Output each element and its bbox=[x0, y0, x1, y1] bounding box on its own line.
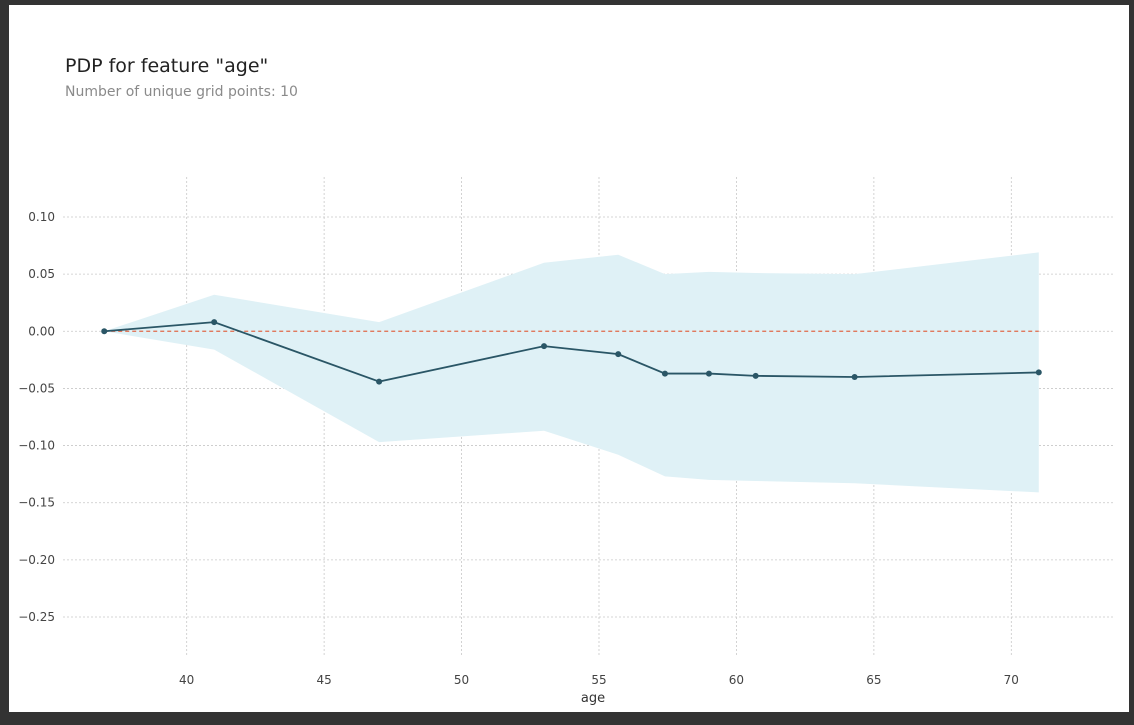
y-tick-label: −0.25 bbox=[18, 610, 55, 624]
x-axis-label: age bbox=[581, 691, 605, 706]
pdp-point bbox=[1035, 369, 1042, 376]
pdp-point bbox=[661, 370, 668, 377]
pdp-point bbox=[211, 319, 218, 326]
y-tick-label: 0.05 bbox=[28, 267, 55, 281]
pdp-point bbox=[705, 370, 712, 377]
confidence-band bbox=[104, 252, 1039, 493]
chart-title: PDP for feature "age" bbox=[65, 55, 269, 77]
y-tick-label: −0.20 bbox=[18, 553, 55, 567]
x-tick-label: 55 bbox=[591, 673, 606, 687]
pdp-point bbox=[851, 374, 858, 380]
x-tick-label: 50 bbox=[454, 673, 469, 687]
chart-subtitle: Number of unique grid points: 10 bbox=[65, 84, 298, 100]
y-tick-label: −0.15 bbox=[18, 496, 55, 510]
y-tick-label: −0.10 bbox=[18, 439, 55, 453]
pdp-point bbox=[615, 351, 622, 358]
x-tick-label: 65 bbox=[866, 673, 881, 687]
pdp-point bbox=[541, 343, 548, 350]
pdp-point bbox=[101, 328, 108, 335]
pdp-point bbox=[752, 372, 759, 379]
pdp-point bbox=[376, 378, 383, 385]
y-tick-label: −0.05 bbox=[18, 381, 55, 395]
pdp-plot: 0.10 0.05 0.00 −0.05 −0.10 −0.15 −0.20 −0.25 40 4… bbox=[18, 177, 1113, 706]
x-tick-label: 70 bbox=[1004, 673, 1019, 687]
x-tick-label: 45 bbox=[316, 673, 331, 687]
y-tick-label: 0.10 bbox=[28, 210, 55, 224]
x-tick-label: 40 bbox=[179, 673, 194, 687]
y-tick-label: 0.00 bbox=[28, 324, 55, 338]
pdp-line bbox=[104, 321, 1039, 383]
x-tick-label: 60 bbox=[729, 673, 744, 687]
chart-figure: PDP for feature "age" Number of unique g… bbox=[9, 5, 1129, 712]
